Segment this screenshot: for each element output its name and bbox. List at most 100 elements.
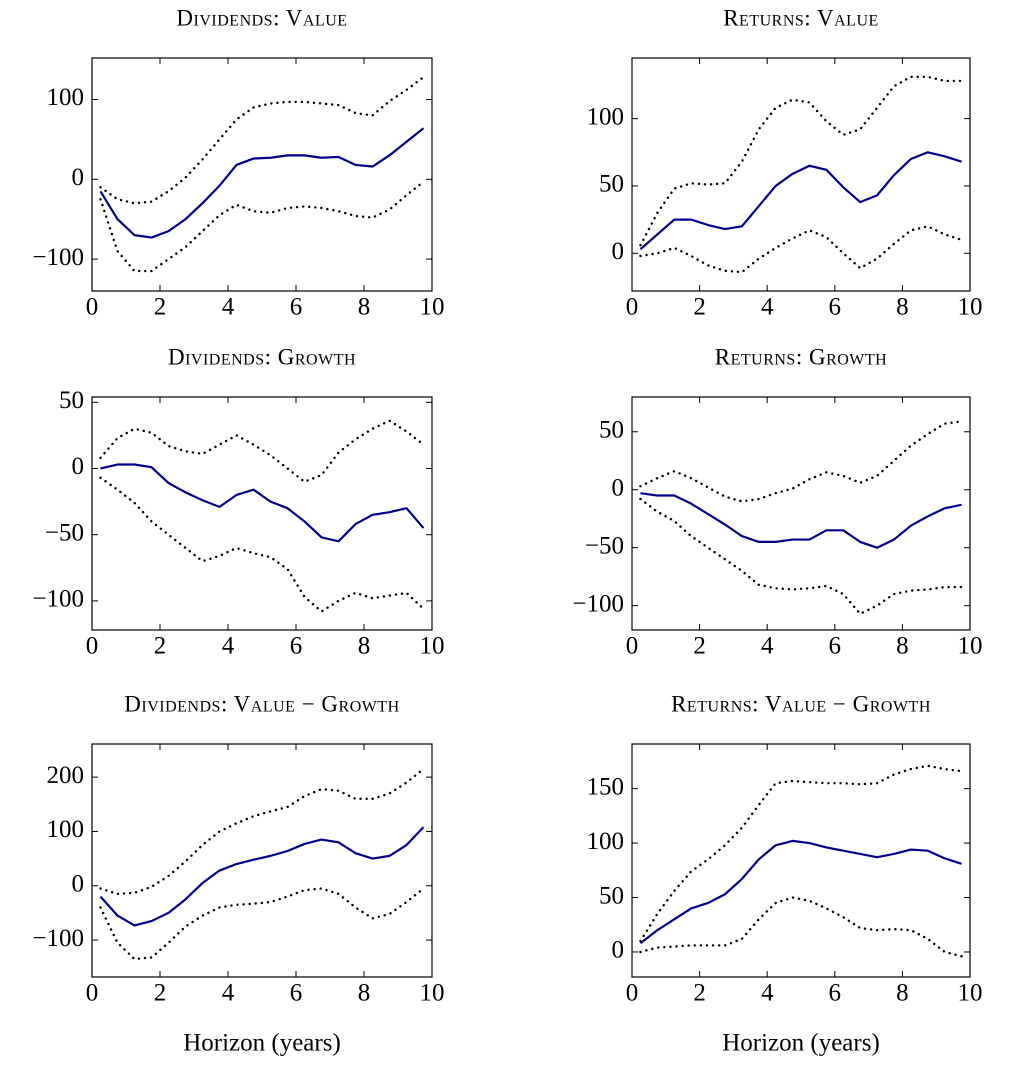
axes-frame <box>631 396 971 631</box>
x-tick-label: 10 <box>420 294 445 321</box>
subplot-title: Returns: Value − Growth <box>671 691 931 716</box>
y-tick-label: 100 <box>47 816 85 843</box>
x-tick-label: 2 <box>693 633 706 660</box>
x-tick-label: 0 <box>86 294 99 321</box>
series-line <box>639 497 963 615</box>
x-tick-label: 0 <box>86 980 99 1007</box>
subplot-title: Dividends: Value − Growth <box>124 691 399 716</box>
series-line <box>99 476 425 613</box>
x-tick-label: 2 <box>154 294 167 321</box>
series-line <box>99 419 425 483</box>
plot-area <box>99 419 425 613</box>
x-tick-label: 10 <box>958 294 983 321</box>
plot-area <box>639 764 963 958</box>
axes-frame <box>91 743 433 978</box>
y-tick-label: 100 <box>587 103 625 130</box>
x-tick-label: 0 <box>626 980 639 1007</box>
plot-area <box>99 75 425 273</box>
series-line <box>639 896 963 958</box>
subplot-title: Returns: Value <box>723 5 879 30</box>
x-tick-label: 6 <box>829 294 842 321</box>
y-tick-label: 50 <box>599 417 624 444</box>
x-tick-label: 4 <box>761 633 774 660</box>
series-line <box>639 225 963 274</box>
x-tick-label: 8 <box>358 980 371 1007</box>
plot-area <box>99 767 425 961</box>
x-tick-label: 0 <box>86 633 99 660</box>
y-tick-label: 0 <box>72 453 85 480</box>
x-axis-label: Horizon (years) <box>183 1030 341 1057</box>
series-line <box>99 767 425 896</box>
x-tick-label: 4 <box>222 294 235 321</box>
x-tick-label: 0 <box>626 294 639 321</box>
subplot-title: Dividends: Growth <box>168 344 356 369</box>
x-tick-label: 8 <box>896 633 909 660</box>
plot-area <box>639 420 963 615</box>
y-tick-label: −50 <box>585 532 624 559</box>
subplot: Returns: Value − Growth 0 50 100 150 0 2 4 6 8 10 H… <box>587 691 983 1056</box>
series-line <box>99 826 425 927</box>
subplot: Returns: Value 0 50 100 0 2 4 6 8 10 <box>587 5 983 320</box>
y-tick-label: 50 <box>599 171 624 198</box>
y-tick-label: −100 <box>572 590 624 617</box>
x-tick-label: 8 <box>358 294 371 321</box>
y-tick-label: 0 <box>612 937 625 964</box>
x-tick-label: 2 <box>693 294 706 321</box>
y-tick-label: 100 <box>587 828 625 855</box>
x-tick-label: 4 <box>222 980 235 1007</box>
series-line <box>639 75 963 247</box>
series-line <box>640 492 962 549</box>
series-line <box>639 151 962 251</box>
y-tick-label: 0 <box>72 164 85 191</box>
x-tick-label: 10 <box>420 633 445 660</box>
y-tick-label: 0 <box>72 870 85 897</box>
y-tick-label: 150 <box>587 773 625 800</box>
subplot: Returns: Growth −100 −50 0 50 0 2 4 6 8 10 <box>572 344 982 659</box>
x-tick-label: 6 <box>290 980 303 1007</box>
y-tick-label: 0 <box>612 474 625 501</box>
y-tick-label: 50 <box>599 882 624 909</box>
y-tick-label: 100 <box>47 84 85 111</box>
axes-frame <box>631 57 971 292</box>
axes-frame <box>91 396 433 631</box>
x-tick-label: 6 <box>290 633 303 660</box>
x-tick-label: 8 <box>896 294 909 321</box>
series-line <box>639 764 963 943</box>
x-tick-label: 0 <box>626 633 639 660</box>
x-tick-label: 4 <box>761 294 774 321</box>
y-tick-label: −100 <box>32 925 84 952</box>
series-line <box>99 75 425 205</box>
series-line <box>99 180 425 273</box>
x-tick-label: 10 <box>958 633 983 660</box>
y-tick-label: −50 <box>45 519 84 546</box>
series-line <box>639 839 962 945</box>
subplot: Dividends: Growth −100 −50 0 50 0 2 4 6 8 10 <box>32 344 444 659</box>
x-tick-label: 6 <box>829 633 842 660</box>
series-line <box>639 420 963 503</box>
y-tick-label: 0 <box>612 238 625 265</box>
plot-area <box>639 75 963 274</box>
y-tick-label: 200 <box>47 762 85 789</box>
y-tick-label: −100 <box>32 244 84 271</box>
x-tick-label: 4 <box>222 633 235 660</box>
x-tick-label: 8 <box>896 980 909 1007</box>
series-line <box>99 127 425 239</box>
series-line <box>100 463 425 543</box>
subplot: Dividends: Value − Growth −100 0 100 200 0 2 4 6… <box>32 691 444 1056</box>
y-tick-label: 50 <box>59 387 84 414</box>
axes-frame <box>91 57 433 292</box>
x-tick-label: 2 <box>693 980 706 1007</box>
x-tick-label: 10 <box>958 980 983 1007</box>
subplot-title: Dividends: Value <box>176 5 347 30</box>
x-tick-label: 10 <box>420 980 445 1007</box>
x-tick-label: 6 <box>829 980 842 1007</box>
x-tick-label: 2 <box>154 633 167 660</box>
series-line <box>99 887 425 961</box>
y-tick-label: −100 <box>32 586 84 613</box>
subplot-title: Returns: Growth <box>715 344 887 369</box>
x-tick-label: 4 <box>761 980 774 1007</box>
x-axis-label: Horizon (years) <box>722 1030 880 1057</box>
x-tick-label: 6 <box>290 294 303 321</box>
